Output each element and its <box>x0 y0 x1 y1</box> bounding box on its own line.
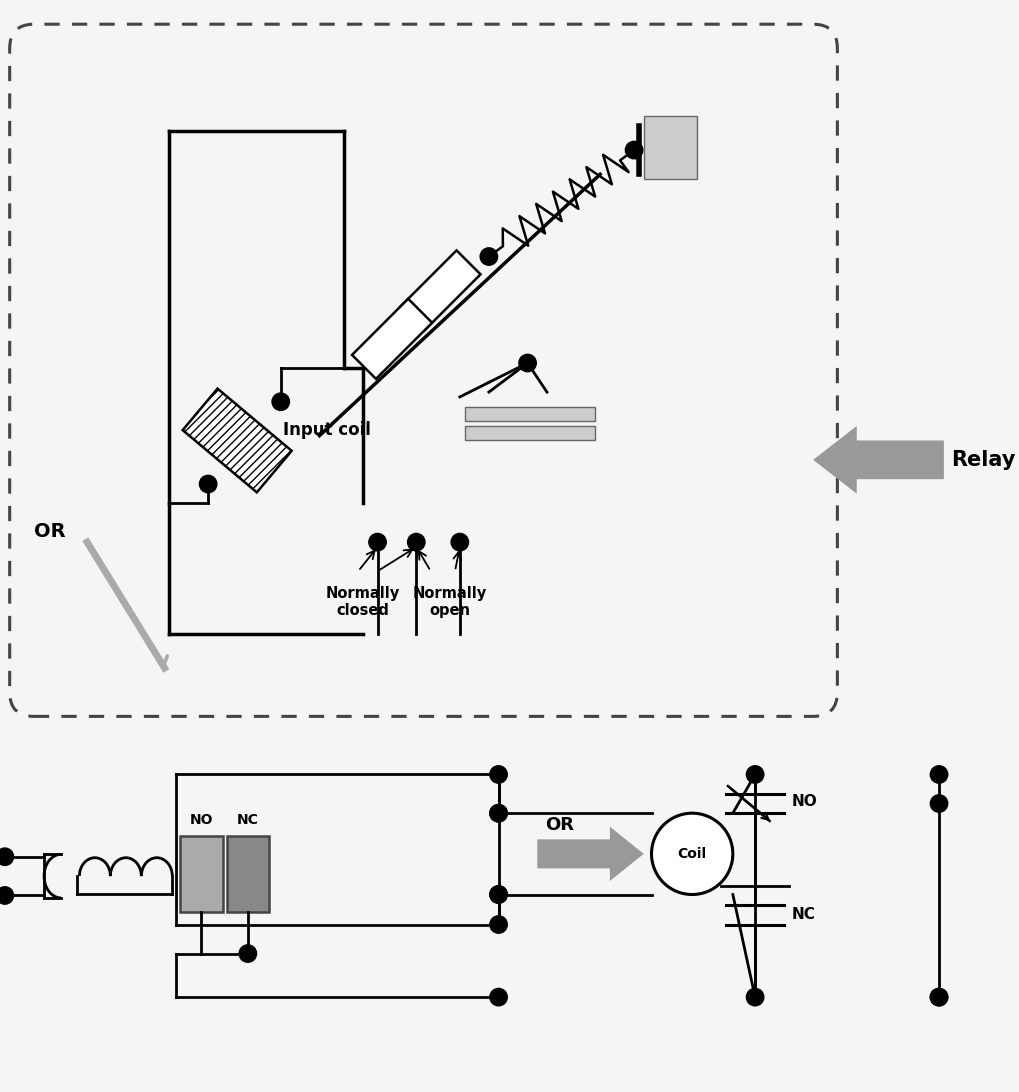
FancyBboxPatch shape <box>9 24 837 716</box>
Circle shape <box>489 916 506 934</box>
Circle shape <box>929 765 947 783</box>
Text: NC: NC <box>791 907 815 923</box>
Circle shape <box>369 533 386 550</box>
Text: NO: NO <box>791 794 817 809</box>
Circle shape <box>489 805 506 822</box>
Circle shape <box>489 765 506 783</box>
Circle shape <box>625 141 642 158</box>
Circle shape <box>408 533 425 550</box>
Bar <box>465 406 595 422</box>
Circle shape <box>489 988 506 1006</box>
Circle shape <box>0 887 13 904</box>
Circle shape <box>929 988 947 1006</box>
Text: OR: OR <box>34 522 65 542</box>
Text: OR: OR <box>544 817 574 834</box>
Circle shape <box>519 354 536 371</box>
Polygon shape <box>352 299 432 379</box>
Circle shape <box>746 765 763 783</box>
Circle shape <box>480 248 497 265</box>
Polygon shape <box>182 389 291 492</box>
Circle shape <box>489 886 506 903</box>
Circle shape <box>929 988 947 1006</box>
Circle shape <box>450 533 468 550</box>
Polygon shape <box>400 250 480 331</box>
Bar <box>643 116 696 179</box>
Circle shape <box>929 795 947 812</box>
Circle shape <box>0 848 13 866</box>
Text: Input coil: Input coil <box>282 422 370 439</box>
Circle shape <box>272 393 289 411</box>
Circle shape <box>238 945 257 962</box>
Text: Coil: Coil <box>677 847 706 860</box>
Circle shape <box>200 475 217 492</box>
Bar <box>226 836 269 912</box>
Circle shape <box>489 886 506 903</box>
Text: NO: NO <box>190 812 213 827</box>
Polygon shape <box>537 827 643 881</box>
Polygon shape <box>812 426 943 494</box>
Bar <box>180 836 222 912</box>
Circle shape <box>746 988 763 1006</box>
Text: Normally
open: Normally open <box>413 585 487 618</box>
Bar <box>465 426 595 440</box>
Text: Relay: Relay <box>950 450 1014 470</box>
Text: NC: NC <box>236 812 259 827</box>
Circle shape <box>489 805 506 822</box>
Circle shape <box>651 814 732 894</box>
Text: Normally
closed: Normally closed <box>326 585 399 618</box>
